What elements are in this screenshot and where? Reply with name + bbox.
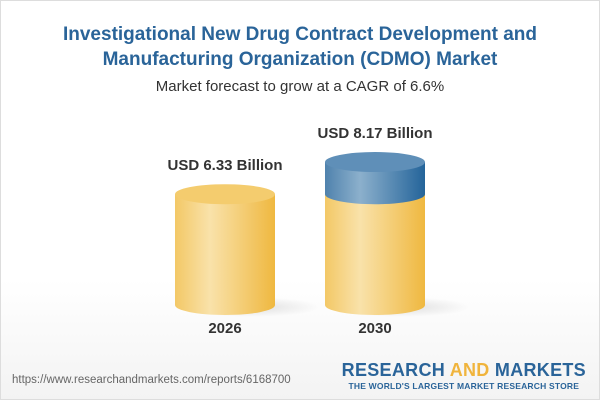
cylinder-top	[325, 152, 425, 173]
year-label: 2026	[208, 320, 241, 337]
chart-subtitle: Market forecast to grow at a CAGR of 6.6…	[155, 78, 445, 95]
year-label: 2030	[358, 320, 391, 337]
cylinder-2026-base-body	[175, 194, 275, 315]
cylinder-2030-base-body	[325, 194, 425, 315]
research-and-markets-logo: RESEARCH AND MARKETS THE WORLD'S LARGEST…	[341, 360, 586, 391]
cylinder-2030-growth-body	[325, 162, 425, 205]
chart-title: Investigational New Drug Contract Develo…	[62, 24, 538, 70]
value-label: USD 6.33 Billion	[167, 157, 282, 174]
report-url[interactable]: https://www.researchandmarkets.com/repor…	[12, 374, 291, 386]
value-label: USD 8.17 Billion	[317, 125, 432, 142]
cylinder-top	[175, 184, 275, 205]
